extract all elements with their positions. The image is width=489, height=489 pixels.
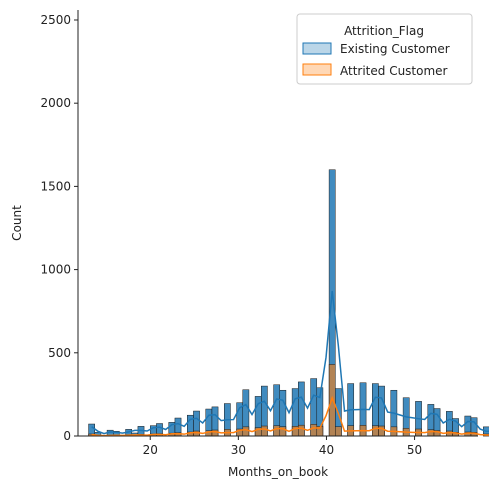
attrited-bar <box>310 424 318 437</box>
x-axis-title: Months_on_book <box>228 465 328 479</box>
attrited-bar <box>242 426 250 437</box>
x-tick-label: 20 <box>143 443 158 457</box>
legend-swatch-attrited <box>302 63 332 76</box>
attrited-bar <box>427 429 435 437</box>
legend-frame <box>296 13 473 85</box>
existing-customer-bars <box>88 169 489 437</box>
legend: Attrition_Flag Existing Customer Attrite… <box>296 13 473 85</box>
legend-label-existing: Existing Customer <box>340 42 450 56</box>
existing-customer-kde-line <box>91 290 489 435</box>
y-axis-ticks: 0 500 1000 1500 2000 2500 <box>40 13 78 443</box>
y-tick-label: 1000 <box>40 263 71 277</box>
y-tick-label: 2500 <box>40 13 71 27</box>
x-tick-label: 40 <box>319 443 334 457</box>
attrited-bar <box>211 429 219 437</box>
y-tick-label: 2000 <box>40 96 71 110</box>
attrited-bar <box>298 424 305 437</box>
y-tick-label: 1500 <box>40 179 71 193</box>
attrited-customer-kde-line <box>91 395 489 437</box>
attrited-bar <box>335 426 342 437</box>
y-tick-label: 0 <box>63 429 71 443</box>
x-axis-ticks: 20 30 40 50 <box>143 436 422 457</box>
legend-label-attrited: Attrited Customer <box>340 64 448 78</box>
legend-swatch-existing <box>302 42 332 55</box>
x-tick-label: 30 <box>231 443 246 457</box>
legend-title: Attrition_Flag <box>344 24 424 38</box>
attrited-bar <box>261 425 268 437</box>
x-tick-label: 50 <box>407 443 422 457</box>
attrited-bar <box>378 425 385 437</box>
y-tick-label: 500 <box>48 346 71 360</box>
attrited-bar <box>328 364 336 437</box>
y-axis-title: Count <box>10 205 24 241</box>
attrited-bar <box>273 425 281 437</box>
attrited-bar <box>372 425 379 437</box>
